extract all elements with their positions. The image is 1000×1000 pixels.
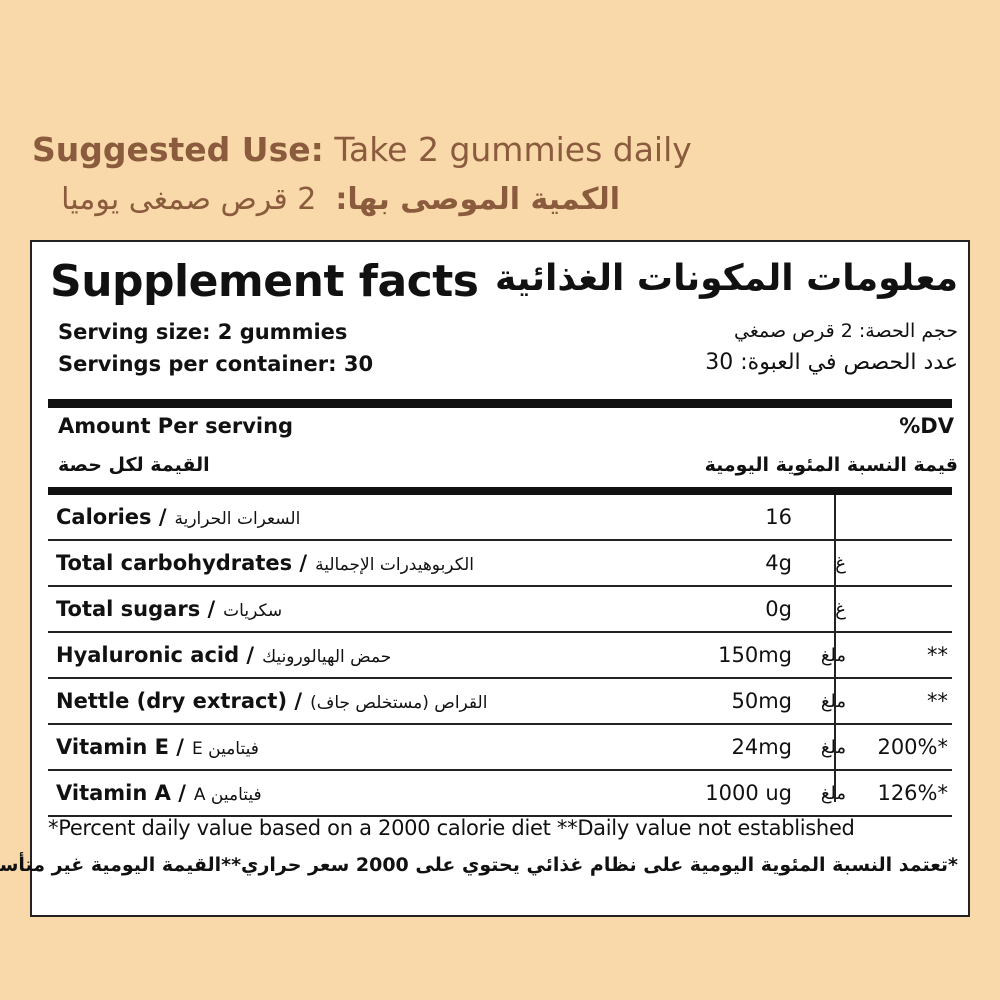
footnote: *Percent daily value based on a 2000 cal…	[48, 816, 855, 840]
amount-per-serving: Amount Per serving	[58, 414, 294, 438]
suggested-use-label-ar: الكمية الموصى بها:	[335, 182, 620, 217]
nutrient-name-ar: فيتامين A	[193, 785, 262, 805]
panel-title: Supplement facts	[50, 256, 479, 307]
suggested-use-label: Suggested Use:	[32, 130, 324, 169]
dv-header-ar: قيمة النسبة المئوية اليومية	[704, 454, 958, 476]
nutrient-name: Total sugars / سكريات	[56, 597, 282, 621]
nutrient-table: Calories / السعرات الحرارية 16 Total carbo…	[48, 495, 952, 817]
panel-title-ar: معلومات المكونات الغذائية	[495, 258, 958, 299]
table-row: Vitamin A / فيتامين A 1000 ug ملغ 126%*	[48, 771, 952, 817]
nutrient-dv: **	[927, 689, 948, 713]
suggested-use-text-ar: 2 قرص صمغى يوميا	[61, 182, 317, 217]
supplement-facts-panel: Supplement facts معلومات المكونات الغذائ…	[0, 240, 970, 917]
nutrient-name-en: Total carbohydrates /	[56, 551, 308, 575]
nutrient-name-en: Total sugars /	[56, 597, 216, 621]
nutrient-name-ar: فيتامين E	[191, 739, 259, 759]
suggested-use-en: Suggested Use: Take 2 gummies daily	[32, 130, 692, 169]
nutrient-unit-ar: ملغ	[821, 783, 846, 804]
suggested-use-text: Take 2 gummies daily	[334, 130, 692, 169]
thick-divider	[48, 487, 952, 495]
nutrient-unit-ar: ملغ	[821, 645, 846, 666]
nutrient-name-ar: سكريات	[223, 601, 283, 621]
table-row: Calories / السعرات الحرارية 16	[48, 495, 952, 541]
dv-header: %DV	[899, 414, 954, 438]
nutrient-name-en: Vitamin A /	[56, 781, 186, 805]
nutrient-amount: 50mg	[731, 689, 792, 713]
nutrient-dv: **	[927, 643, 948, 667]
nutrient-name-ar: حمض الهيالورونيك	[262, 647, 392, 667]
serving-size-ar: حجم الحصة: 2 قرص صمغي	[734, 320, 958, 342]
nutrient-amount: 0g	[765, 597, 792, 621]
table-row: Total carbohydrates / الكربوهيدرات الإجما…	[48, 541, 952, 587]
nutrient-unit-ar: غ	[835, 552, 846, 574]
servings-per-container-ar: عدد الحصص في العبوة: 30	[705, 350, 958, 375]
nutrient-dv: 126%*	[877, 781, 948, 805]
nutrient-name-en: Nettle (dry extract) /	[56, 689, 303, 713]
nutrient-name: Calories / السعرات الحرارية	[56, 505, 300, 529]
nutrient-name: Vitamin A / فيتامين A	[56, 781, 262, 805]
nutrient-amount: 24mg	[731, 735, 792, 759]
nutrient-unit-ar: ملغ	[821, 737, 846, 758]
nutrient-amount: 1000 ug	[705, 781, 792, 805]
nutrient-amount: 150mg	[718, 643, 792, 667]
dv-column-divider	[834, 495, 836, 802]
nutrient-name: Nettle (dry extract) / القراص (مستخلص جاف…	[56, 689, 487, 713]
nutrient-name-ar: الكربوهيدرات الإجمالية	[315, 555, 474, 575]
table-row: Total sugars / سكريات 0g غ	[48, 587, 952, 633]
table-row: Vitamin E / فيتامين E 24mg ملغ 200%*	[48, 725, 952, 771]
footnote-ar: *تعتمد النسبة المئوية اليومية على نظام غ…	[0, 854, 958, 876]
nutrient-amount: 4g	[765, 551, 792, 575]
nutrient-name-en: Hyaluronic acid /	[56, 643, 255, 667]
suggested-use-ar: الكمية الموصى بها: 2 قرص صمغى يوميا	[32, 182, 620, 217]
nutrient-name: Total carbohydrates / الكربوهيدرات الإجما…	[56, 551, 474, 575]
amount-per-serving-ar: القيمة لكل حصة	[58, 454, 210, 476]
serving-size: Serving size: 2 gummies	[58, 320, 348, 344]
table-row: Nettle (dry extract) / القراص (مستخلص جاف…	[48, 679, 952, 725]
nutrient-name-ar: القراص (مستخلص جاف)	[310, 693, 488, 713]
nutrient-name: Hyaluronic acid / حمض الهيالورونيك	[56, 643, 391, 667]
thick-divider	[48, 399, 952, 408]
nutrient-dv: 200%*	[877, 735, 948, 759]
nutrient-amount: 16	[765, 505, 792, 529]
nutrient-name-en: Vitamin E /	[56, 735, 184, 759]
nutrient-name: Vitamin E / فيتامين E	[56, 735, 259, 759]
nutrient-name-ar: السعرات الحرارية	[174, 509, 301, 529]
nutrient-unit-ar: ملغ	[821, 691, 846, 712]
nutrient-name-en: Calories /	[56, 505, 167, 529]
nutrient-unit-ar: غ	[835, 598, 846, 620]
table-row: Hyaluronic acid / حمض الهيالورونيك 150mg مل…	[48, 633, 952, 679]
servings-per-container: Servings per container: 30	[58, 352, 374, 376]
